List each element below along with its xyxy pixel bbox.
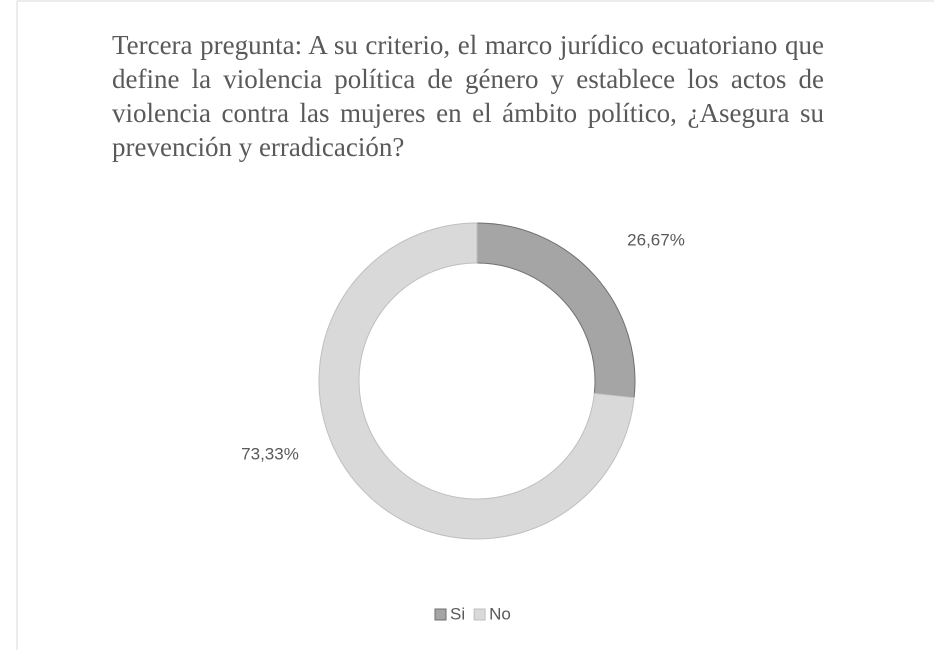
chart-title: Tercera pregunta: A su criterio, el marc… bbox=[112, 30, 824, 162]
legend-swatch bbox=[473, 608, 486, 621]
legend-label: Si bbox=[450, 604, 465, 623]
legend-swatch bbox=[434, 608, 447, 621]
donut-slice bbox=[476, 222, 636, 399]
data-label: 73,33% bbox=[241, 444, 299, 463]
donut-slice bbox=[318, 222, 635, 540]
legend-label: No bbox=[489, 604, 511, 623]
data-label: 26,67% bbox=[627, 230, 685, 249]
